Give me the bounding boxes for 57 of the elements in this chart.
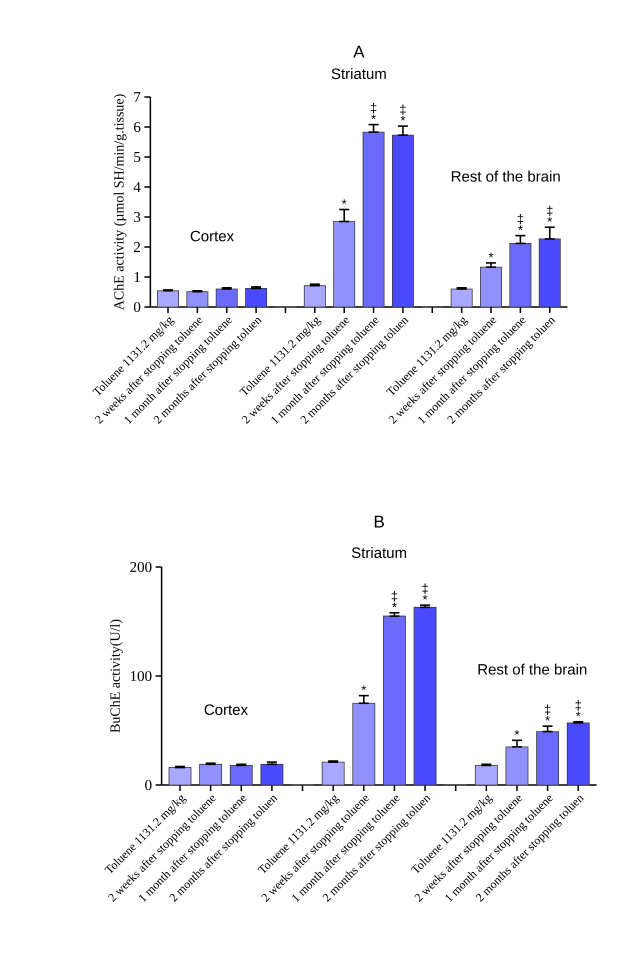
data-label: ‡ *: [422, 584, 428, 600]
bar: [392, 134, 414, 308]
y-tick-label: 7: [134, 92, 140, 102]
annotation: Rest of the brain: [452, 170, 560, 182]
y-tick-label: 200: [130, 562, 152, 572]
y-axis-title: BuChE activity(U/l): [110, 620, 123, 733]
bar: [230, 764, 253, 786]
y-tick-label: 2: [134, 242, 140, 252]
bar: [157, 290, 179, 308]
bar: [186, 291, 208, 308]
chart-title: A: [353, 46, 365, 58]
bar: [509, 243, 532, 308]
bar: [216, 288, 238, 308]
y-tick-label: 1: [134, 272, 140, 282]
bar: [304, 285, 326, 308]
data-label: ‡ *: [575, 700, 581, 716]
data-label: ‡ *: [547, 206, 552, 222]
bar: [352, 702, 376, 786]
data-label: *: [361, 685, 366, 690]
data-label: ‡ *: [518, 214, 524, 230]
y-tick-label: 5: [134, 152, 140, 162]
bar: [322, 762, 345, 786]
y-tick-label: 4: [134, 182, 141, 192]
y-tick-label: 0: [145, 780, 152, 790]
bar: [414, 606, 436, 786]
bar: [168, 767, 192, 786]
annotation: Cortex: [204, 704, 248, 715]
text: Striatum: [352, 547, 406, 558]
y-tick-label: 3: [134, 212, 140, 222]
bar: [480, 266, 502, 308]
annotation: Rest of the brain: [478, 664, 586, 675]
bar: [383, 616, 406, 786]
bar: [506, 746, 528, 786]
data-label: ‡ *: [370, 102, 376, 120]
annotation: Cortex: [190, 230, 234, 242]
y-axis-title: AChE activity (µmol SH/min/g.tissue): [114, 94, 126, 310]
data-label: ‡ *: [392, 591, 398, 608]
data-label: ‡ *: [400, 104, 406, 121]
data-label: *: [342, 199, 347, 204]
bar: [474, 764, 498, 786]
bar: [450, 288, 473, 308]
bar: [536, 731, 560, 786]
y-tick-label: 0: [134, 302, 140, 312]
data-label: *: [488, 252, 494, 258]
text: Striatum: [332, 68, 386, 80]
bar: [362, 132, 385, 308]
chart-title: B: [374, 516, 384, 528]
bar: [199, 764, 222, 786]
bar: [333, 221, 356, 308]
bar: [245, 288, 268, 308]
data-label: *: [514, 730, 520, 735]
y-tick-label: 6: [134, 122, 140, 132]
y-tick-label: 100: [130, 670, 152, 682]
bar: [260, 764, 284, 786]
bar: [566, 722, 590, 786]
data-label: ‡ *: [544, 704, 550, 721]
bar: [538, 238, 561, 308]
